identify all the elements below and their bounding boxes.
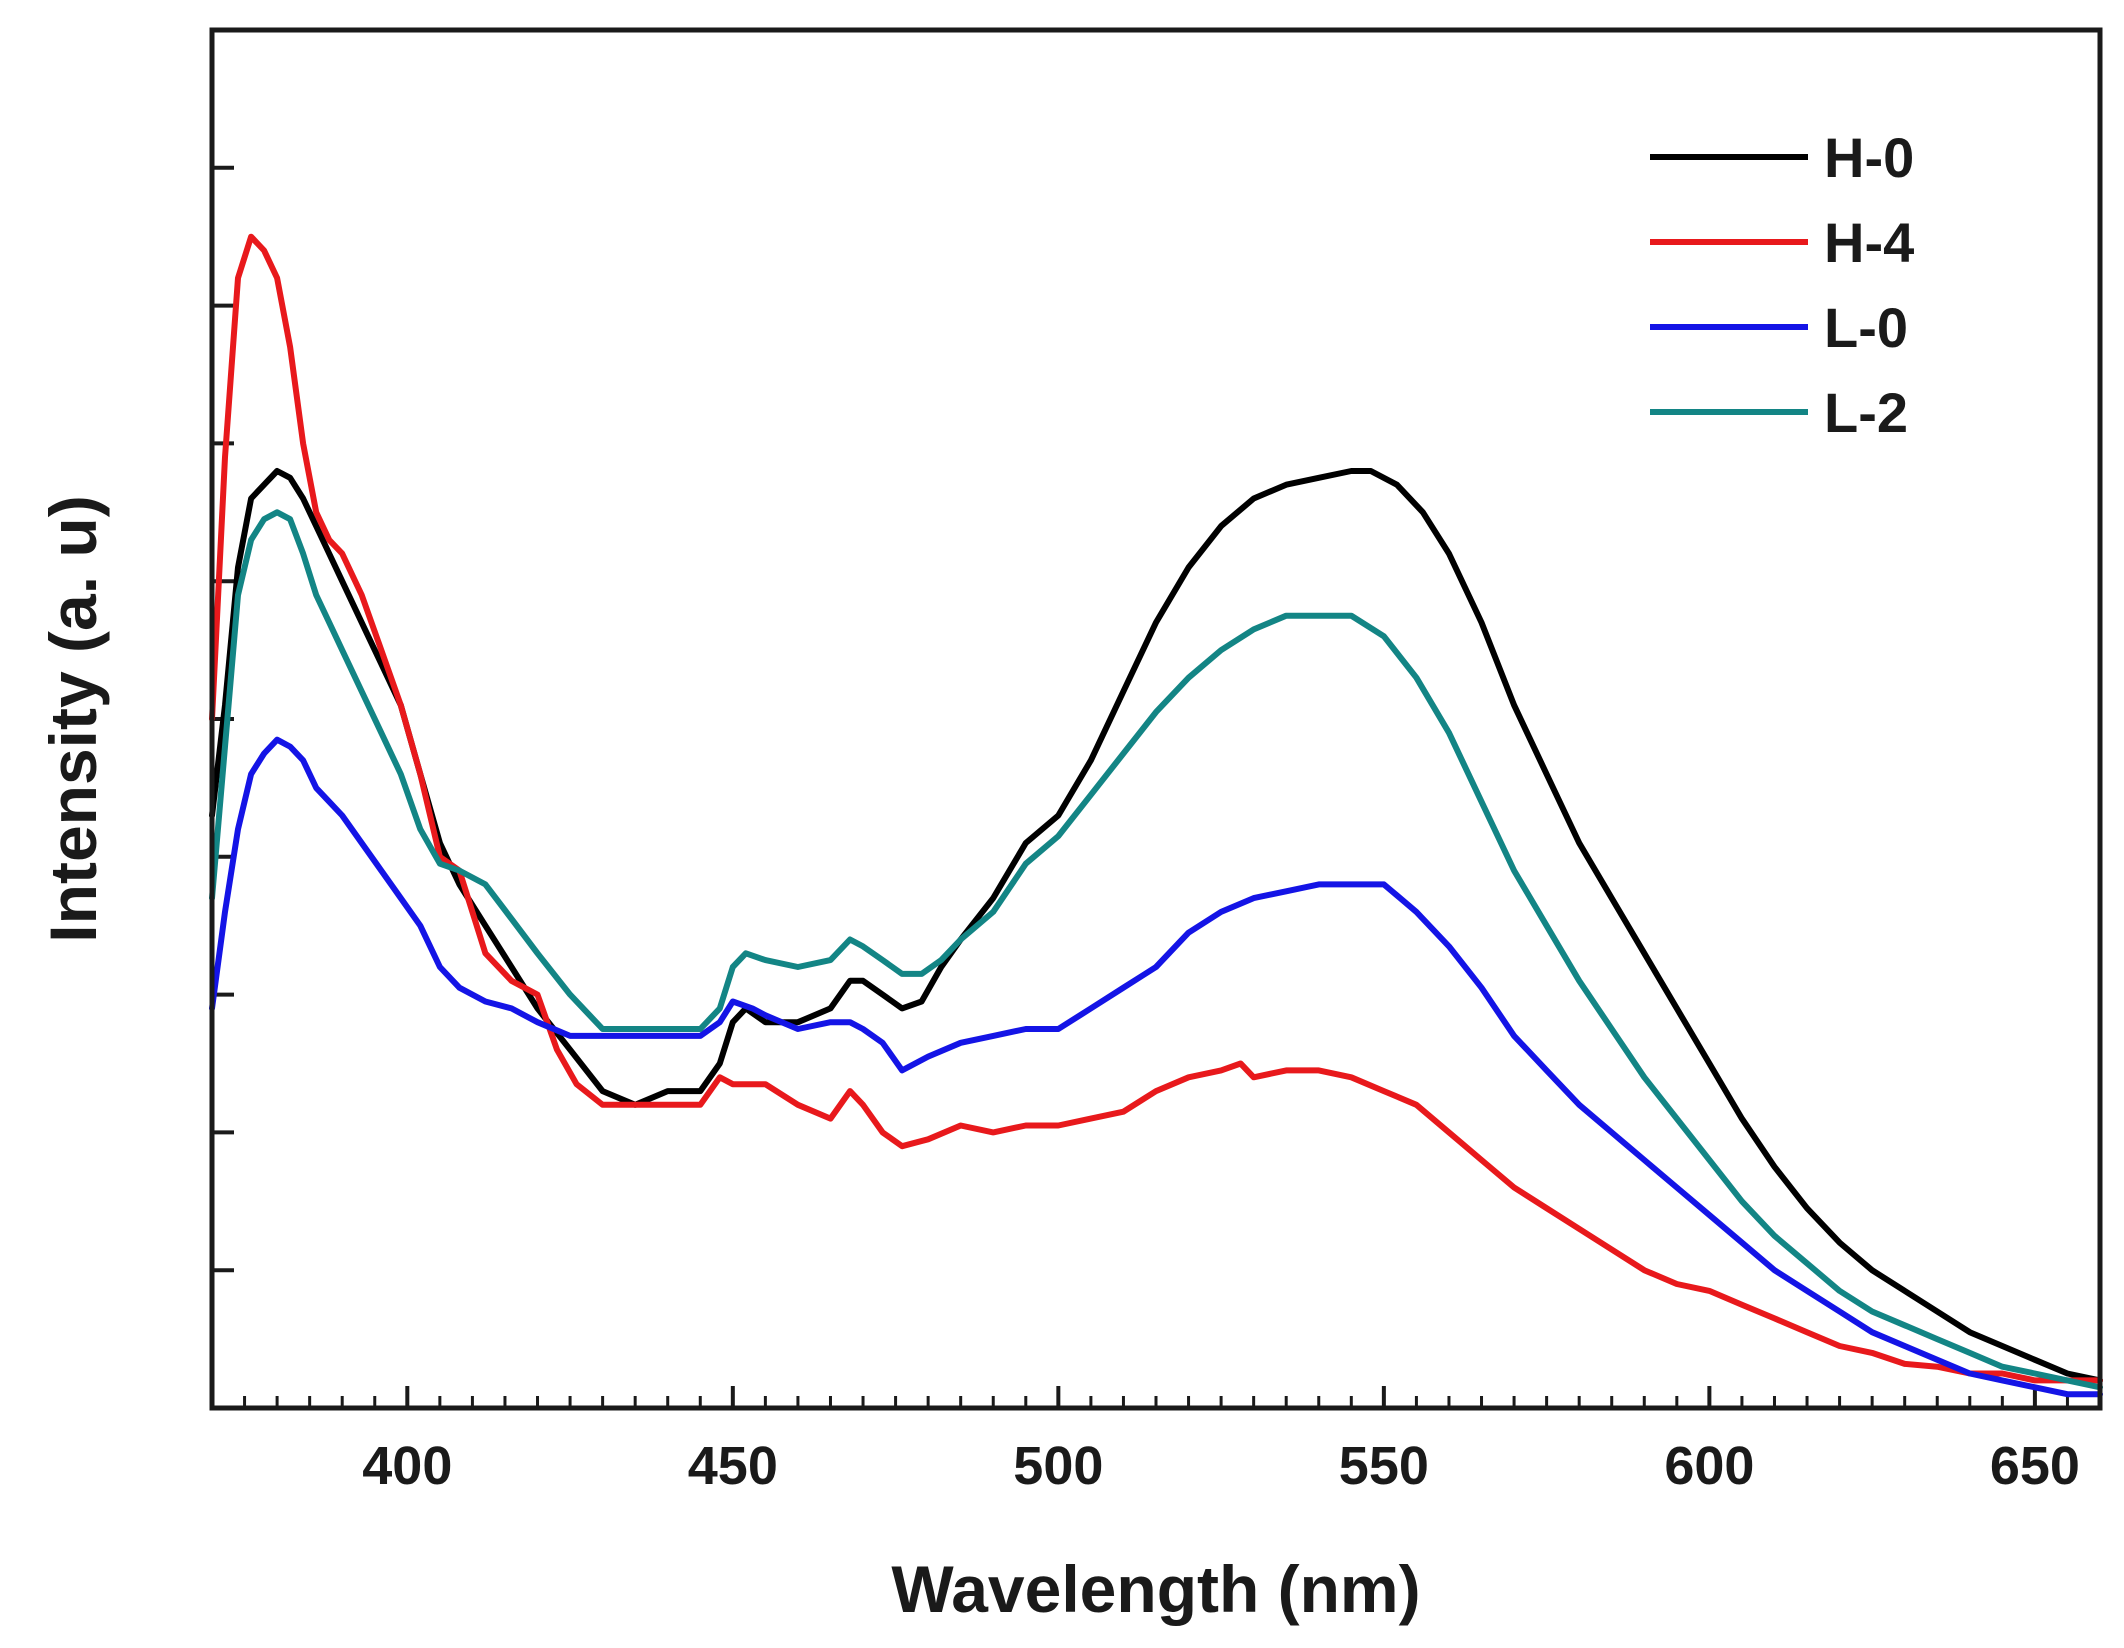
series-layer xyxy=(209,233,2103,1398)
legend-label: L-2 xyxy=(1824,381,1908,444)
legend-item-l-2: L-2 xyxy=(1650,381,1908,444)
series-line-l-0 xyxy=(209,736,2103,1398)
plot-frame xyxy=(209,27,2103,1411)
legend-item-h-4: H-4 xyxy=(1650,211,1914,274)
series-line-h-4 xyxy=(209,233,2103,1384)
x-tick-label: 400 xyxy=(362,1436,452,1496)
legend-label: L-0 xyxy=(1824,296,1908,359)
x-tick-label: 500 xyxy=(1013,1436,1103,1496)
x-axis-ticks xyxy=(405,1386,2037,1408)
x-tick-label: 600 xyxy=(1664,1436,1754,1496)
x-tick-label: 450 xyxy=(688,1436,778,1496)
legend-item-l-0: L-0 xyxy=(1650,296,1908,359)
x-axis-title: Wavelength (nm) xyxy=(891,1552,1420,1626)
x-tick-labels: 400 450 500 550 600 650 xyxy=(362,1436,2080,1496)
legend-item-h-0: H-0 xyxy=(1650,126,1914,189)
x-tick-label: 550 xyxy=(1339,1436,1429,1496)
y-axis-title: Intensity (a. u) xyxy=(36,495,110,942)
series-line-l-2 xyxy=(209,509,2103,1391)
legend: H-0 H-4 L-0 L-2 xyxy=(1650,126,1914,444)
x-tick-label: 650 xyxy=(1990,1436,2080,1496)
legend-label: H-4 xyxy=(1824,211,1914,274)
legend-label: H-0 xyxy=(1824,126,1914,189)
